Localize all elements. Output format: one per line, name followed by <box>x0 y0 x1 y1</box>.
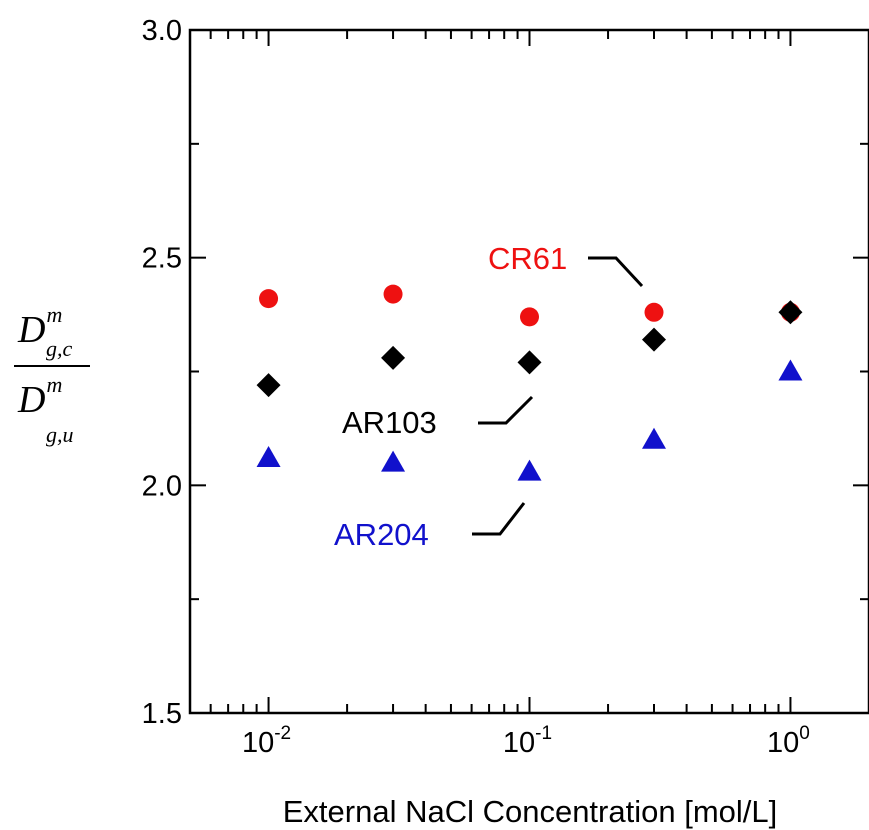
point-ar204 <box>517 459 542 481</box>
svg-text:Dm: Dm <box>17 302 62 351</box>
ylabel-den-sub: g,u <box>46 422 74 447</box>
point-ar103 <box>256 373 281 398</box>
x-axis-label: External NaCl Concentration [mol/L] <box>283 794 778 829</box>
point-cr61 <box>383 284 403 304</box>
ylabel-num-sub: g,c <box>46 336 73 361</box>
point-ar103 <box>517 350 542 375</box>
point-ar103 <box>381 345 406 370</box>
point-ar103 <box>778 300 803 325</box>
point-ar204 <box>381 450 406 472</box>
ylabel-den-sup: m <box>46 372 62 397</box>
x-tick-labels: 10-2 10-1 100 <box>242 723 810 759</box>
x-tick-label: 100 <box>767 723 810 759</box>
axis-ticks <box>189 29 869 714</box>
y-tick-label: 3.0 <box>142 15 182 47</box>
x-tick-label: 10-1 <box>503 723 552 759</box>
y-tick-labels: 1.5 2.0 2.5 3.0 <box>142 15 182 730</box>
y-tick-label: 2.0 <box>142 470 182 502</box>
svg-text:Dm: Dm <box>17 372 62 421</box>
point-cr61 <box>644 302 664 322</box>
x-tick-label: 10-2 <box>242 723 291 759</box>
leader-line-cr61 <box>588 256 644 288</box>
ylabel-num-base: D <box>17 309 45 351</box>
point-cr61 <box>520 307 539 327</box>
y-tick-label: 2.5 <box>142 243 182 275</box>
point-ar103 <box>642 327 667 352</box>
point-ar204 <box>778 359 803 381</box>
y-tick-label: 1.5 <box>142 698 182 730</box>
y-axis-label: Dm g,c Dm g,u <box>14 302 90 447</box>
series-label-cr61: CR61 <box>488 241 567 276</box>
ylabel-num-sup: m <box>46 302 62 327</box>
leader-line-ar103 <box>478 395 534 425</box>
point-ar204 <box>256 446 281 468</box>
ylabel-den-base: D <box>17 379 45 421</box>
data-points <box>256 284 803 481</box>
leader-line-ar204 <box>472 502 526 536</box>
point-ar204 <box>642 427 667 449</box>
point-cr61 <box>259 289 279 309</box>
series-label-ar204: AR204 <box>334 517 429 552</box>
series-label-ar103: AR103 <box>342 405 437 440</box>
